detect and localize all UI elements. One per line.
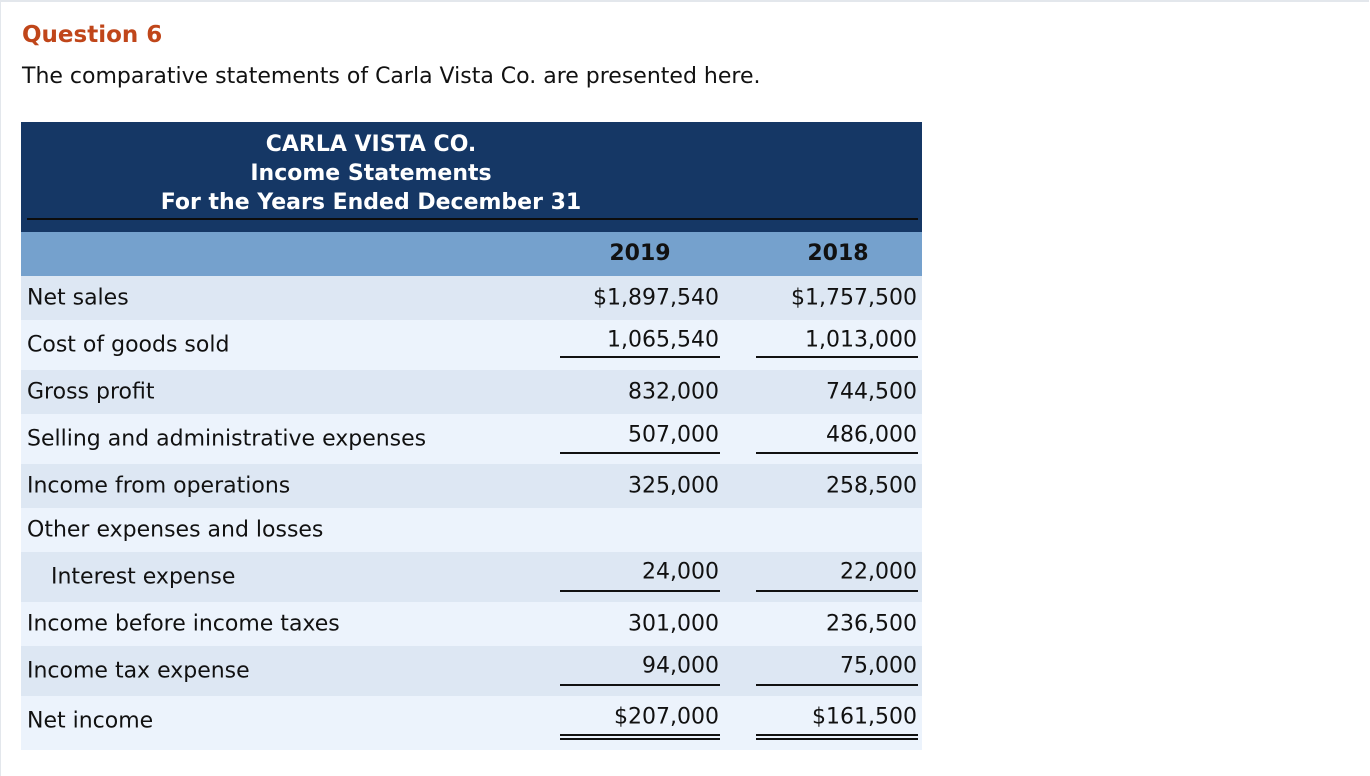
amount-2018: 744,500	[826, 379, 917, 405]
statement-header: CARLA VISTA CO. Income Statements For th…	[21, 122, 922, 232]
amount-2018: 486,000	[826, 422, 917, 448]
double-underline	[560, 734, 720, 740]
amount-2019: $207,000	[614, 704, 719, 730]
row-income-before-taxes: Income before income taxes 301,000 236,5…	[21, 602, 922, 646]
column-header-row: 2019 2018	[21, 232, 922, 276]
row-label: Other expenses and losses	[27, 517, 324, 543]
row-net-sales: Net sales $1,897,540 $1,757,500	[21, 276, 922, 320]
amount-2018: $1,757,500	[791, 285, 917, 311]
row-label: Income before income taxes	[27, 611, 340, 637]
question-text: The comparative statements of Carla Vist…	[22, 64, 761, 89]
underline	[756, 590, 918, 592]
row-label: Income tax expense	[27, 658, 250, 684]
underline	[560, 356, 720, 358]
row-gross-profit: Gross profit 832,000 744,500	[21, 370, 922, 414]
underline	[756, 356, 918, 358]
statement-name: Income Statements	[250, 161, 492, 186]
amount-2018: $161,500	[812, 704, 917, 730]
header-rule	[27, 218, 918, 220]
row-cost-of-goods-sold: Cost of goods sold 1,065,540 1,013,000	[21, 320, 922, 370]
underline	[756, 684, 918, 686]
column-header-2018: 2018	[807, 241, 869, 266]
row-label: Gross profit	[27, 379, 155, 405]
amount-2019: 325,000	[628, 473, 719, 499]
income-statement-table: CARLA VISTA CO. Income Statements For th…	[21, 122, 922, 750]
amount-2018: 22,000	[840, 559, 917, 585]
row-income-from-operations: Income from operations 325,000 258,500	[21, 464, 922, 508]
row-label: Cost of goods sold	[27, 332, 230, 358]
amount-2019: 507,000	[628, 422, 719, 448]
row-interest-expense: Interest expense 24,000 22,000	[21, 552, 922, 602]
underline	[756, 452, 918, 454]
row-selling-admin-expenses: Selling and administrative expenses 507,…	[21, 414, 922, 464]
amount-2018: 1,013,000	[805, 327, 917, 353]
row-label: Interest expense	[51, 564, 236, 590]
amount-2018: 236,500	[826, 611, 917, 637]
column-header-2019: 2019	[609, 241, 671, 266]
double-underline	[756, 734, 918, 740]
row-net-income: Net income $207,000 $161,500	[21, 696, 922, 750]
row-label: Selling and administrative expenses	[27, 426, 427, 452]
row-label: Net income	[27, 708, 154, 734]
company-name: CARLA VISTA CO.	[265, 132, 477, 157]
amount-2018: 258,500	[826, 473, 917, 499]
amount-2018: 75,000	[840, 653, 917, 679]
question-title: Question 6	[22, 22, 163, 48]
amount-2019: 24,000	[642, 559, 719, 585]
amount-2019: 832,000	[628, 379, 719, 405]
amount-2019: 94,000	[642, 653, 719, 679]
row-label: Income from operations	[27, 473, 291, 499]
underline	[560, 452, 720, 454]
underline	[560, 590, 720, 592]
amount-2019: 1,065,540	[607, 327, 719, 353]
amount-2019: $1,897,540	[593, 285, 719, 311]
row-other-expenses-and-losses: Other expenses and losses	[21, 508, 922, 552]
amount-2019: 301,000	[628, 611, 719, 637]
statement-period: For the Years Ended December 31	[160, 190, 582, 215]
row-label: Net sales	[27, 285, 129, 311]
underline	[560, 684, 720, 686]
row-income-tax-expense: Income tax expense 94,000 75,000	[21, 646, 922, 696]
